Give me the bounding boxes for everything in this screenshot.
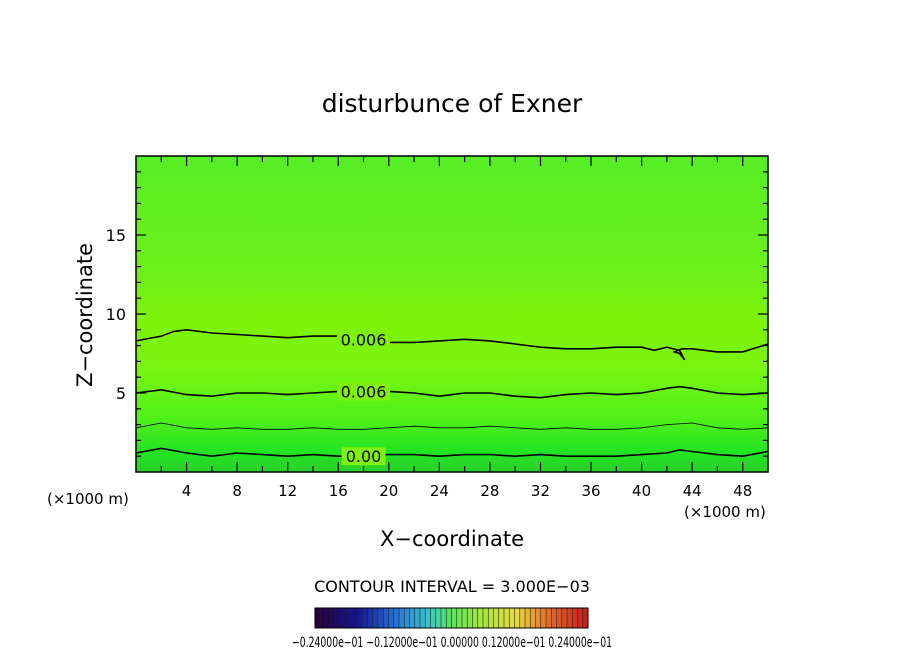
y-axis-label: Z−coordinate <box>73 243 97 387</box>
colorbar-swatch <box>330 608 337 628</box>
colorbar-swatch <box>425 608 431 628</box>
x-tick-label: 4 <box>182 482 192 500</box>
colorbar-swatch <box>325 608 332 628</box>
colorbar-frame <box>314 607 589 629</box>
x-tick-label: 44 <box>683 482 702 500</box>
colorbar-swatch <box>572 608 578 628</box>
colorbar-swatch <box>519 608 526 628</box>
colorbar-swatch <box>414 608 421 628</box>
y-tick-label: 5 <box>116 384 126 403</box>
colorbar-swatch <box>467 608 473 628</box>
colorbar-swatch <box>493 608 500 628</box>
colorbar-swatch <box>483 608 489 628</box>
colorbar-swatch <box>462 608 468 628</box>
colorbar-swatch <box>388 608 395 628</box>
colorbar-swatch <box>540 608 547 628</box>
x-tick-label: 12 <box>278 482 297 500</box>
chart-title: disturbunce of Exner <box>322 89 583 118</box>
contour-label-bg <box>341 447 386 466</box>
x-tick-label: 40 <box>632 482 651 500</box>
x-tick-label: 24 <box>430 482 449 500</box>
colorbar-swatch <box>556 608 563 628</box>
x-unit-right: (×1000 m) <box>684 503 766 521</box>
x-tick-label: 48 <box>733 482 752 500</box>
plot-field <box>136 156 768 472</box>
colorbar-swatch <box>488 608 494 628</box>
colorbar-swatch <box>315 608 321 628</box>
colorbar-swatch <box>567 608 573 628</box>
contour-line <box>135 447 769 458</box>
colorbar-swatch <box>357 608 363 628</box>
colorbar-labels: −0.24000e−01 −0.12000e−01 0.00000 0.1200… <box>292 635 612 651</box>
colorbar-swatch <box>393 608 400 628</box>
x-tick-label: 8 <box>232 482 242 500</box>
y-tick-label: 15 <box>106 226 126 245</box>
colorbar-swatch <box>404 608 410 628</box>
colorbar-swatch <box>582 608 589 628</box>
colorbar <box>314 607 589 629</box>
y-tick-label: 10 <box>106 305 126 324</box>
colorbar-swatch <box>409 608 416 628</box>
contour-label-bg <box>337 330 391 349</box>
contour-label: 0.006 <box>341 382 387 401</box>
colorbar-swatch <box>430 608 437 628</box>
colorbar-swatch <box>341 608 347 628</box>
colorbar-swatch <box>514 608 521 628</box>
contour-line <box>135 328 769 361</box>
colorbar-swatch <box>346 608 353 628</box>
colorbar-swatch <box>551 608 557 628</box>
colorbar-swatch <box>530 608 536 628</box>
x-axis-label: X−coordinate <box>380 527 524 551</box>
colorbar-swatch <box>446 608 452 628</box>
colorbar-swatch <box>504 608 510 628</box>
colorbar-swatch <box>372 608 379 628</box>
colorbar-swatch <box>456 608 463 628</box>
x-tick-label: 20 <box>379 482 398 500</box>
colorbar-swatch <box>441 608 447 628</box>
colorbar-swatch <box>477 608 484 628</box>
contour-label: 0.00 <box>346 447 382 466</box>
contour-label: 0.006 <box>341 330 387 349</box>
contour-line <box>135 385 769 399</box>
colorbar-swatch <box>351 608 358 628</box>
x-tick-label: 28 <box>480 482 499 500</box>
colorbar-swatch <box>367 608 374 628</box>
colorbar-swatch <box>535 608 542 628</box>
contour-interval-note: CONTOUR INTERVAL = 3.000E−03 <box>314 577 590 596</box>
x-unit-left: (×1000 m) <box>47 490 129 508</box>
colorbar-swatch <box>383 608 389 628</box>
colorbar-swatch <box>509 608 515 628</box>
contour-line <box>135 422 769 430</box>
colorbar-swatch <box>498 608 505 628</box>
colorbar-swatch <box>451 608 458 628</box>
colorbar-swatch <box>525 608 531 628</box>
colorbar-swatch <box>420 608 426 628</box>
colorbar-swatch <box>399 608 405 628</box>
colorbar-swatch <box>577 608 584 628</box>
colorbar-swatch <box>561 608 568 628</box>
colorbar-swatch <box>336 608 342 628</box>
colorbar-swatch <box>320 608 326 628</box>
contour-lines: 0.00 0.006 0.006 <box>135 328 769 466</box>
colorbar-swatch <box>378 608 384 628</box>
colorbar-swatch <box>472 608 479 628</box>
colorbar-swatch <box>435 608 442 628</box>
colorbar-swatch <box>362 608 368 628</box>
colorbar-swatch <box>546 608 552 628</box>
x-tick-label: 16 <box>329 482 348 500</box>
x-tick-label: 32 <box>531 482 550 500</box>
x-tick-label: 36 <box>581 482 600 500</box>
contour-label-bg <box>337 382 391 401</box>
